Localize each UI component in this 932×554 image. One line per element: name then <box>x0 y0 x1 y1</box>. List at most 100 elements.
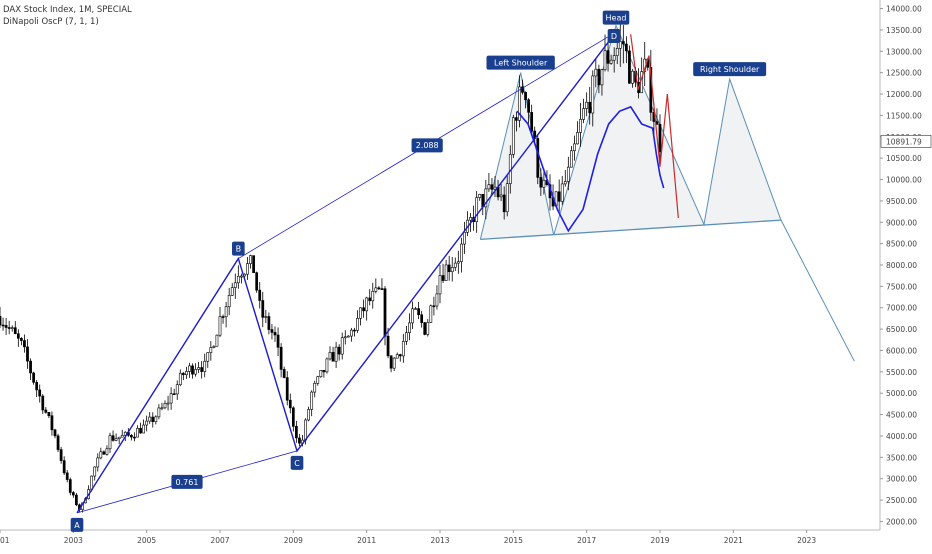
y-tick-label: 12500.00 <box>886 69 922 78</box>
candle-body <box>188 365 191 372</box>
candle-body <box>307 409 310 421</box>
candle-body <box>560 183 564 202</box>
x-tick-label: 2013 <box>430 536 449 545</box>
candle-body <box>38 389 42 397</box>
candle-body <box>591 75 595 114</box>
candle-body <box>178 372 182 386</box>
y-tick-label: 10000.00 <box>886 176 922 185</box>
point-label-a-box <box>70 517 84 532</box>
candle-body <box>53 429 57 437</box>
candle-body <box>68 479 72 493</box>
candle-body <box>603 50 607 71</box>
candle-body <box>563 181 567 185</box>
ratio-label-ac-box <box>171 474 203 489</box>
point-label-a: A <box>74 521 80 530</box>
candle-body <box>270 329 274 333</box>
candle-body <box>631 70 634 84</box>
candle-body <box>408 322 411 333</box>
x-tick-label: 2001 <box>0 536 10 545</box>
candle-body <box>456 261 460 264</box>
point-label-b-box <box>232 241 245 256</box>
candle-body <box>151 416 155 423</box>
y-tick-label: 8000.00 <box>886 261 917 270</box>
left-shoulder-label: Left Shoulder <box>494 59 548 68</box>
candle-body <box>261 300 265 318</box>
head-label: Head <box>606 14 627 23</box>
y-tick-label: 8500.00 <box>886 240 917 249</box>
candle-body <box>233 282 237 288</box>
candle-body <box>276 334 280 348</box>
candle-body <box>99 451 103 459</box>
candle-body <box>359 307 362 319</box>
candle-body <box>310 391 314 410</box>
candle-body <box>35 382 39 391</box>
candle-body <box>252 255 255 273</box>
candle-body <box>175 384 179 395</box>
candle-body <box>13 327 17 335</box>
ratio-label-bd-box <box>411 138 443 153</box>
candle-body <box>194 369 197 375</box>
candle-body <box>524 92 527 101</box>
last-price-label: 10891.79 <box>886 137 922 146</box>
candle-body <box>615 48 619 56</box>
candle-body <box>334 346 338 362</box>
y-tick-label: 9500.00 <box>886 197 917 206</box>
dinapoli-oscillator <box>516 105 665 233</box>
right-shoulder-label: Right Shoulder <box>700 65 760 74</box>
candle-body <box>264 316 268 318</box>
candle-body <box>475 197 479 222</box>
harmonic-zigzag <box>76 31 617 514</box>
candle-body <box>148 416 152 422</box>
x-tick-label: 2009 <box>284 536 303 545</box>
candle-body <box>212 346 216 348</box>
candle-body <box>490 184 494 190</box>
candle-body <box>585 101 589 109</box>
candle-body <box>340 337 344 355</box>
x-tick-label: 2007 <box>210 536 229 545</box>
candle-body <box>405 332 408 342</box>
y-tick-label: 3500.00 <box>886 453 917 462</box>
candle-body <box>169 393 173 404</box>
y-tick-label: 13000.00 <box>886 47 922 56</box>
candle-body <box>536 138 540 178</box>
y-tick-label: 2000.00 <box>886 517 917 526</box>
candle-body <box>221 316 225 318</box>
candle-body <box>625 43 628 52</box>
candle-body <box>224 306 228 318</box>
candle-body <box>255 272 259 291</box>
candle-body <box>75 494 78 506</box>
candle-body <box>380 288 384 290</box>
candle-body <box>62 460 66 474</box>
candle-body <box>181 372 185 376</box>
candle-body <box>521 86 524 93</box>
red-projection <box>630 34 679 219</box>
y-tick-label: 4500.00 <box>886 411 917 420</box>
candle-body <box>606 50 610 64</box>
candle-body <box>273 332 277 336</box>
x-tick-label: 2011 <box>357 536 376 545</box>
candle-body <box>142 424 145 434</box>
candle-body <box>371 291 375 302</box>
y-tick-label: 4000.00 <box>886 432 917 441</box>
candle-body <box>463 232 466 245</box>
y-tick-label: 5000.00 <box>886 389 917 398</box>
candle-body <box>573 143 576 152</box>
candle-body <box>658 124 662 153</box>
y-tick-label: 14000.00 <box>886 5 922 14</box>
candle-body <box>441 275 445 281</box>
candle-body <box>105 448 109 455</box>
candle-body <box>139 428 142 434</box>
x-tick-label: 2003 <box>64 536 83 545</box>
x-tick-label: 2021 <box>724 536 743 545</box>
candle-body <box>426 322 430 335</box>
candle-body <box>50 415 54 431</box>
candle-body <box>579 119 582 133</box>
candle-body <box>108 435 112 450</box>
y-tick-label: 11500.00 <box>886 111 922 120</box>
neckline <box>480 219 782 241</box>
y-tick-label: 9000.00 <box>886 218 917 227</box>
candle-body <box>230 287 234 296</box>
y-tick-label: 3000.00 <box>886 475 917 484</box>
